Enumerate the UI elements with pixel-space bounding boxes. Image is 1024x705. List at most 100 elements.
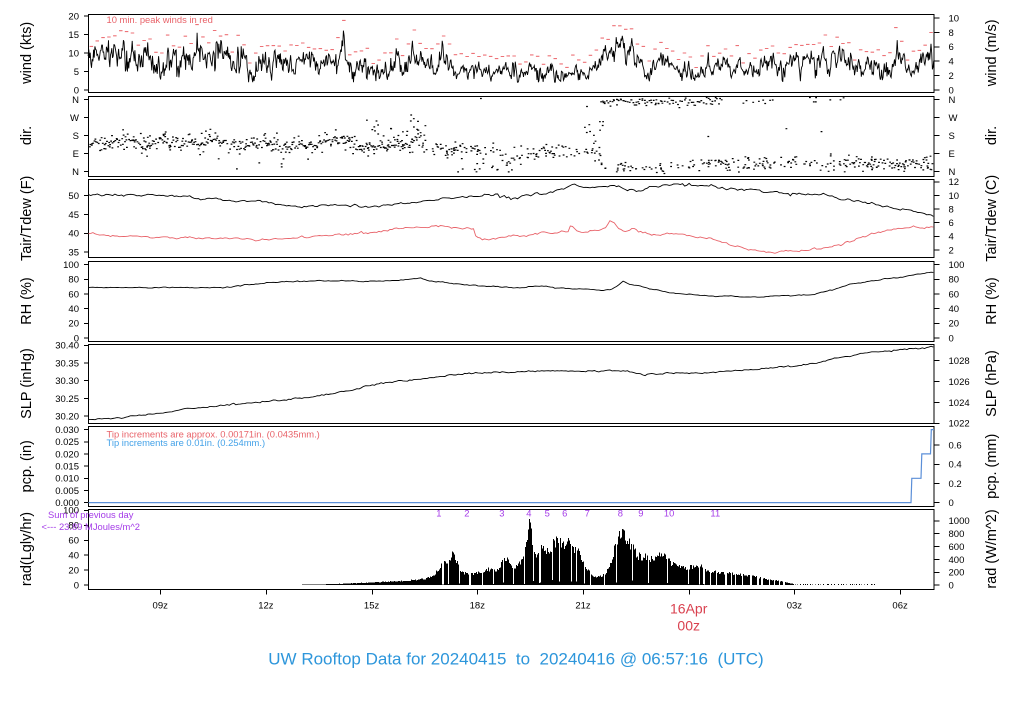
svg-text:S: S	[949, 131, 955, 142]
svg-text:40: 40	[949, 304, 960, 315]
svg-text:0: 0	[74, 333, 79, 344]
svg-text:09z: 09z	[153, 601, 169, 612]
svg-text:wind (kts): wind (kts)	[19, 22, 35, 85]
svg-text:RH (%): RH (%)	[19, 277, 35, 325]
svg-text:2: 2	[949, 71, 954, 82]
svg-text:800: 800	[949, 529, 965, 540]
svg-text:6: 6	[949, 218, 954, 229]
svg-text:0.2: 0.2	[949, 479, 962, 490]
svg-text:0: 0	[949, 498, 954, 509]
svg-text:0.015: 0.015	[55, 462, 79, 473]
svg-text:0.005: 0.005	[55, 486, 79, 497]
svg-text:0.010: 0.010	[55, 474, 79, 485]
svg-text:30.20: 30.20	[55, 412, 79, 423]
svg-text:100: 100	[63, 260, 79, 271]
svg-text:5: 5	[74, 67, 79, 78]
svg-text:Tair/Tdew (C): Tair/Tdew (C)	[984, 175, 1000, 262]
svg-text:80: 80	[68, 275, 79, 286]
svg-text:80: 80	[949, 275, 960, 286]
svg-text:1000: 1000	[949, 516, 970, 527]
svg-text:8: 8	[949, 204, 954, 215]
svg-text:0.020: 0.020	[55, 449, 79, 460]
svg-text:200: 200	[949, 568, 965, 579]
svg-text:2: 2	[949, 245, 954, 256]
svg-text:5: 5	[545, 508, 550, 519]
svg-text:06z: 06z	[892, 601, 908, 612]
svg-text:1024: 1024	[949, 398, 970, 409]
svg-text:21z: 21z	[575, 601, 591, 612]
svg-text:rad (W/m^2): rad (W/m^2)	[984, 509, 1000, 588]
svg-text:12: 12	[949, 177, 960, 188]
svg-text:40: 40	[68, 304, 79, 315]
svg-text:N: N	[72, 167, 79, 178]
svg-text:12z: 12z	[258, 601, 274, 612]
svg-text:E: E	[73, 149, 79, 160]
svg-text:16Apr: 16Apr	[670, 601, 708, 617]
svg-text:S: S	[73, 131, 79, 142]
svg-text:pcp. (in): pcp. (in)	[19, 440, 35, 492]
svg-text:30.30: 30.30	[55, 376, 79, 387]
svg-text:E: E	[949, 149, 955, 160]
svg-text:10: 10	[68, 48, 79, 59]
svg-text:10: 10	[664, 508, 674, 519]
svg-text:1: 1	[436, 508, 441, 519]
svg-text:7: 7	[585, 508, 590, 519]
svg-text:03z: 03z	[787, 601, 803, 612]
svg-text:N: N	[949, 95, 956, 106]
svg-text:dir.: dir.	[19, 126, 35, 145]
svg-text:4: 4	[526, 508, 531, 519]
svg-text:RH (%): RH (%)	[984, 277, 1000, 325]
svg-text:10: 10	[949, 191, 960, 202]
svg-text:0: 0	[74, 85, 79, 96]
svg-text:0: 0	[949, 333, 954, 344]
svg-text:8: 8	[618, 508, 623, 519]
svg-text:SLP (inHg): SLP (inHg)	[19, 348, 35, 419]
svg-text:18z: 18z	[470, 601, 486, 612]
svg-text:1028: 1028	[949, 356, 970, 367]
svg-text:<--- 23.89 MJoules/m^2: <--- 23.89 MJoules/m^2	[42, 521, 140, 532]
svg-text:10: 10	[949, 14, 960, 25]
svg-text:30.40: 30.40	[55, 341, 79, 352]
svg-text:10 min. peak winds in red: 10 min. peak winds in red	[107, 14, 213, 25]
svg-text:0.025: 0.025	[55, 437, 79, 448]
svg-text:6: 6	[562, 508, 567, 519]
svg-text:60: 60	[68, 289, 79, 300]
svg-text:15z: 15z	[364, 601, 380, 612]
svg-text:dir.: dir.	[984, 126, 1000, 145]
svg-text:UW Rooftop Data for 20240415: UW Rooftop Data for 20240415 to 20240416…	[268, 650, 763, 669]
svg-text:4: 4	[949, 232, 954, 243]
svg-text:Tip increments are approx. 0.0: Tip increments are approx. 0.00171in. (0…	[107, 429, 320, 440]
svg-text:100: 100	[63, 506, 79, 517]
svg-text:100: 100	[949, 260, 965, 271]
svg-text:20: 20	[68, 319, 79, 330]
svg-text:0: 0	[74, 581, 79, 592]
svg-text:Tip increments are 0.01in. (0.: Tip increments are 0.01in. (0.254mm.)	[107, 437, 266, 448]
svg-text:1026: 1026	[949, 377, 970, 388]
svg-text:40: 40	[68, 229, 79, 240]
svg-text:45: 45	[68, 210, 79, 221]
svg-text:50: 50	[68, 191, 79, 202]
svg-text:35: 35	[68, 248, 79, 259]
svg-text:600: 600	[949, 542, 965, 553]
svg-text:400: 400	[949, 555, 965, 566]
svg-text:20: 20	[949, 319, 960, 330]
svg-text:11: 11	[710, 508, 720, 519]
svg-text:W: W	[70, 113, 79, 124]
svg-text:80: 80	[68, 521, 79, 532]
svg-text:0: 0	[949, 85, 954, 96]
svg-text:8: 8	[949, 28, 954, 39]
svg-text:30.25: 30.25	[55, 394, 79, 405]
svg-text:6: 6	[949, 42, 954, 53]
svg-text:pcp. (mm): pcp. (mm)	[984, 434, 1000, 499]
svg-text:9: 9	[638, 508, 643, 519]
svg-text:0.4: 0.4	[949, 460, 962, 471]
svg-text:0.000: 0.000	[55, 498, 79, 509]
svg-text:2: 2	[464, 508, 469, 519]
svg-text:4: 4	[949, 57, 954, 68]
svg-text:60: 60	[68, 536, 79, 547]
svg-text:N: N	[72, 95, 79, 106]
svg-text:0.6: 0.6	[949, 441, 962, 452]
svg-text:0: 0	[949, 581, 954, 592]
svg-text:1022: 1022	[949, 419, 970, 430]
svg-text:wind (m/s): wind (m/s)	[984, 19, 1000, 87]
